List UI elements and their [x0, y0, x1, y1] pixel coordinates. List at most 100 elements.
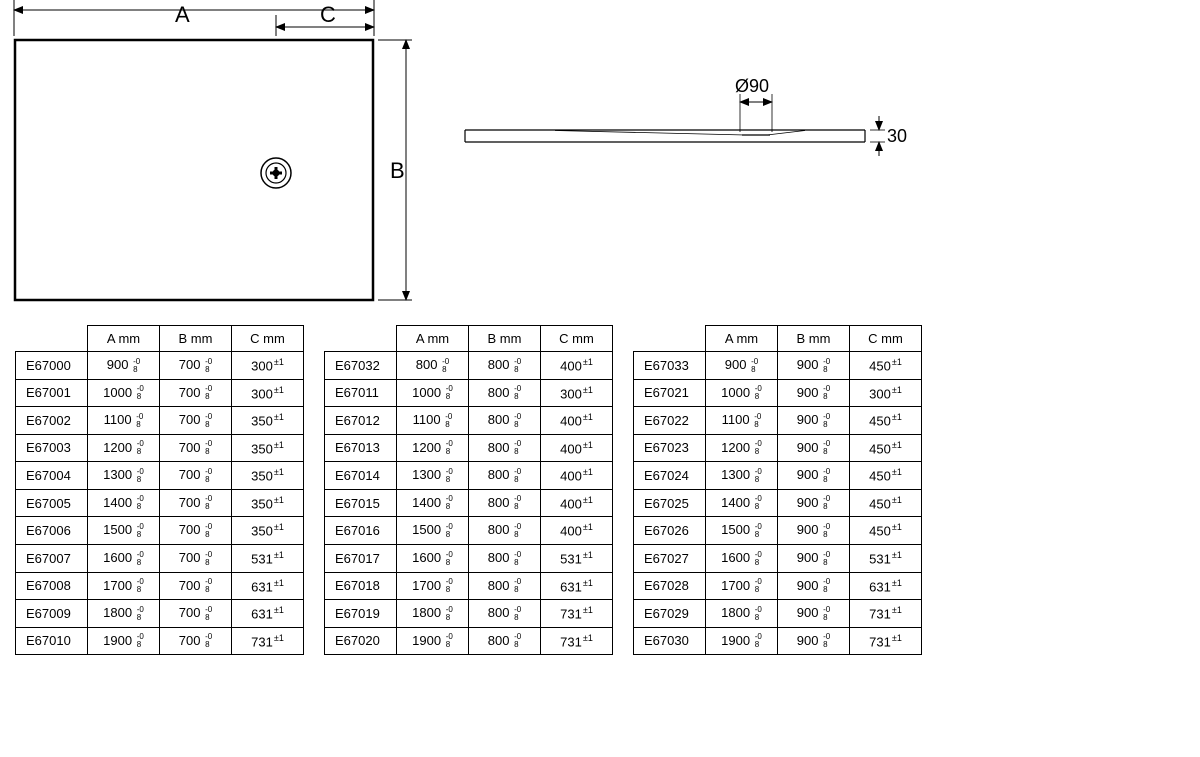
- table-row: E670231200 -08900 -08450±1: [634, 434, 922, 462]
- dim-B: 900 -08: [778, 352, 850, 380]
- dim-B: 700 -08: [160, 379, 232, 407]
- table-header: A mm: [706, 326, 778, 352]
- dim-A: 1900 -08: [88, 627, 160, 655]
- product-code: E67015: [325, 489, 397, 517]
- dim-A: 1400 -08: [706, 489, 778, 517]
- dim-B: 700 -08: [160, 434, 232, 462]
- table-row: E670181700 -08800 -08631±1: [325, 572, 613, 600]
- dim-B: 800 -08: [469, 489, 541, 517]
- dim-B: 900 -08: [778, 544, 850, 572]
- table-header: C mm: [850, 326, 922, 352]
- dim-C: 300±1: [541, 379, 613, 407]
- product-code: E67004: [16, 462, 88, 490]
- table-row: E670211000 -08900 -08300±1: [634, 379, 922, 407]
- product-code: E67006: [16, 517, 88, 545]
- product-code: E67020: [325, 627, 397, 655]
- product-code: E67002: [16, 407, 88, 435]
- dim-C: 450±1: [850, 462, 922, 490]
- product-code: E67005: [16, 489, 88, 517]
- dimension-table-3: A mmB mmC mmE67033900 -08900 -08450±1E67…: [633, 325, 922, 655]
- product-code: E67025: [634, 489, 706, 517]
- dim-A: 1300 -08: [397, 462, 469, 490]
- dim-C: 731±1: [850, 600, 922, 628]
- dim-C: 450±1: [850, 489, 922, 517]
- product-code: E67022: [634, 407, 706, 435]
- table-header: A mm: [88, 326, 160, 352]
- dim-C: 631±1: [232, 600, 304, 628]
- table-row: E670121100 -08800 -08400±1: [325, 407, 613, 435]
- table-row: E670071600 -08700 -08531±1: [16, 544, 304, 572]
- table-row: E670171600 -08800 -08531±1: [325, 544, 613, 572]
- dim-C: 300±1: [232, 379, 304, 407]
- dim-C: 450±1: [850, 352, 922, 380]
- product-code: E67026: [634, 517, 706, 545]
- dim-C: 350±1: [232, 489, 304, 517]
- label-thickness: 30: [887, 126, 907, 146]
- dim-A: 1200 -08: [706, 434, 778, 462]
- product-code: E67021: [634, 379, 706, 407]
- dim-C: 731±1: [232, 627, 304, 655]
- dim-C: 531±1: [541, 544, 613, 572]
- table-corner: [634, 326, 706, 352]
- table-corner: [325, 326, 397, 352]
- table-row: E670251400 -08900 -08450±1: [634, 489, 922, 517]
- table-row: E670041300 -08700 -08350±1: [16, 462, 304, 490]
- table-row: E670051400 -08700 -08350±1: [16, 489, 304, 517]
- dim-B: 800 -08: [469, 600, 541, 628]
- dim-B: 900 -08: [778, 489, 850, 517]
- dim-B: 700 -08: [160, 517, 232, 545]
- label-diameter: Ø90: [735, 76, 769, 96]
- table-row: E670201900 -08800 -08731±1: [325, 627, 613, 655]
- product-code: E67033: [634, 352, 706, 380]
- dim-B: 900 -08: [778, 600, 850, 628]
- dim-A: 1500 -08: [88, 517, 160, 545]
- table-row: E670261500 -08900 -08450±1: [634, 517, 922, 545]
- product-code: E67017: [325, 544, 397, 572]
- dim-C: 631±1: [232, 572, 304, 600]
- product-code: E67032: [325, 352, 397, 380]
- product-code: E67027: [634, 544, 706, 572]
- dim-A: 1100 -08: [397, 407, 469, 435]
- dim-A: 1200 -08: [88, 434, 160, 462]
- dim-B: 800 -08: [469, 434, 541, 462]
- dim-C: 350±1: [232, 462, 304, 490]
- table-header: C mm: [232, 326, 304, 352]
- table-row: E670271600 -08900 -08531±1: [634, 544, 922, 572]
- dim-C: 731±1: [850, 627, 922, 655]
- dim-B: 800 -08: [469, 352, 541, 380]
- table-header: B mm: [469, 326, 541, 352]
- dim-A: 1400 -08: [88, 489, 160, 517]
- product-code: E67019: [325, 600, 397, 628]
- dim-A: 1700 -08: [88, 572, 160, 600]
- dim-B: 900 -08: [778, 627, 850, 655]
- dim-B: 900 -08: [778, 572, 850, 600]
- dim-C: 631±1: [541, 572, 613, 600]
- table-row: E670031200 -08700 -08350±1: [16, 434, 304, 462]
- product-code: E67007: [16, 544, 88, 572]
- dim-C: 400±1: [541, 517, 613, 545]
- dim-B: 700 -08: [160, 407, 232, 435]
- table-row: E670151400 -08800 -08400±1: [325, 489, 613, 517]
- product-code: E67028: [634, 572, 706, 600]
- product-code: E67023: [634, 434, 706, 462]
- dim-B: 800 -08: [469, 462, 541, 490]
- product-code: E67000: [16, 352, 88, 380]
- label-A: A: [175, 2, 190, 27]
- dim-A: 1700 -08: [397, 572, 469, 600]
- dim-A: 1800 -08: [88, 600, 160, 628]
- dim-C: 531±1: [850, 544, 922, 572]
- technical-drawing: A C B Ø90: [10, 0, 910, 310]
- table-row: E670241300 -08900 -08450±1: [634, 462, 922, 490]
- table-row: E670301900 -08900 -08731±1: [634, 627, 922, 655]
- table-row: E670221100 -08900 -08450±1: [634, 407, 922, 435]
- table-header: C mm: [541, 326, 613, 352]
- dim-A: 900 -08: [88, 352, 160, 380]
- dim-B: 900 -08: [778, 379, 850, 407]
- product-code: E67014: [325, 462, 397, 490]
- dim-A: 1200 -08: [397, 434, 469, 462]
- dim-C: 400±1: [541, 434, 613, 462]
- dim-C: 400±1: [541, 352, 613, 380]
- dim-B: 700 -08: [160, 352, 232, 380]
- dim-C: 400±1: [541, 407, 613, 435]
- dim-A: 1800 -08: [397, 600, 469, 628]
